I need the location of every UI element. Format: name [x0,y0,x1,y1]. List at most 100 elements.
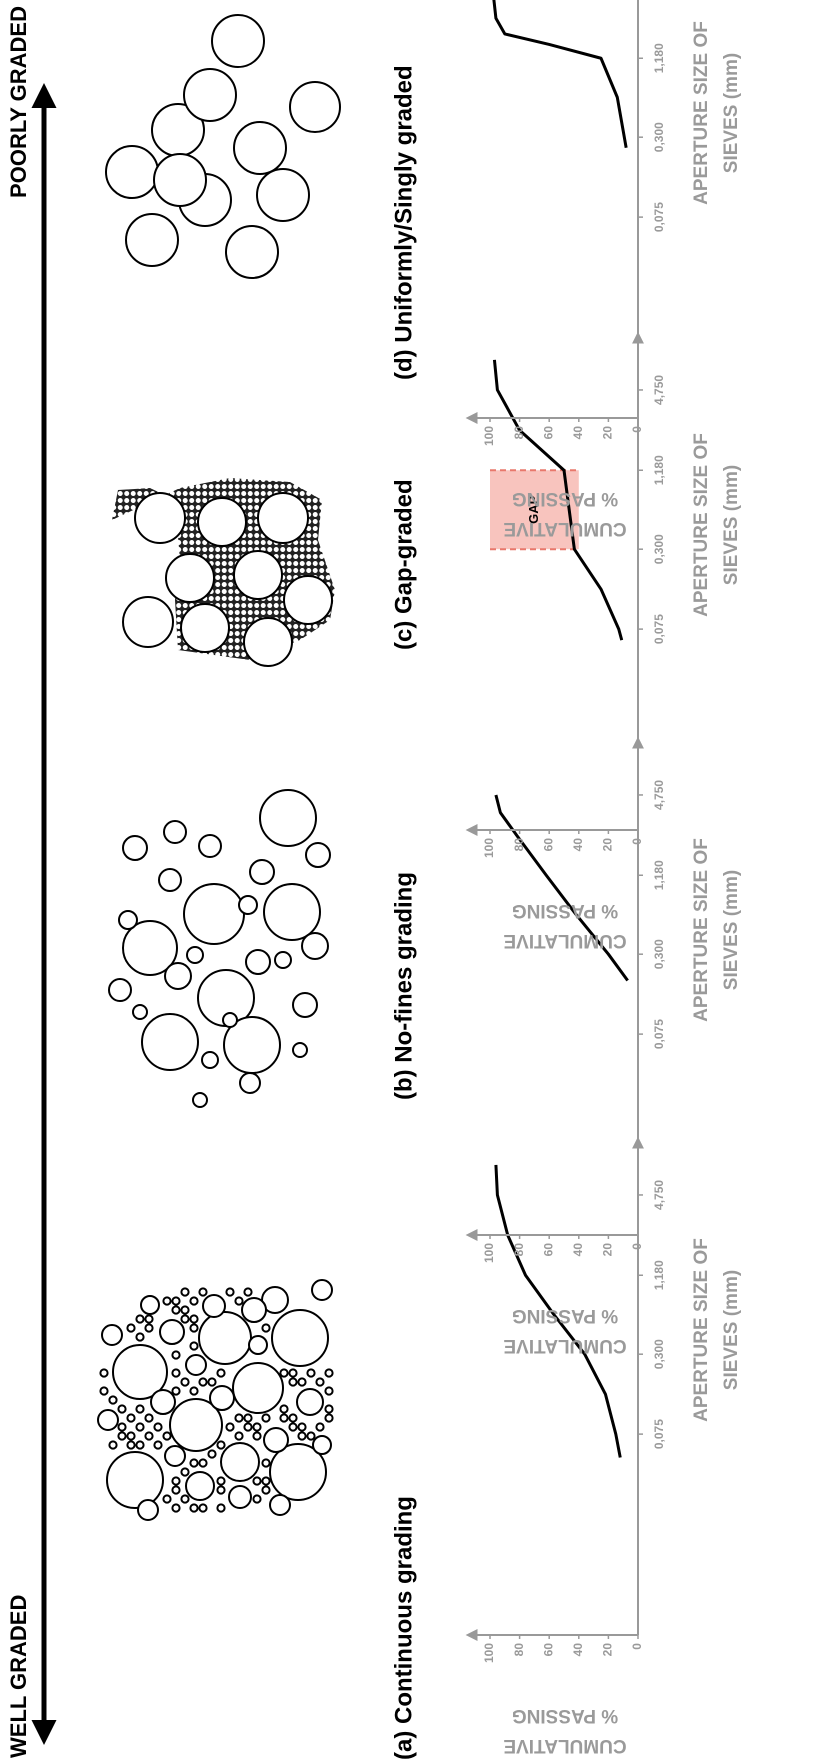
y-tick-label: 60 [541,1643,555,1657]
y-axis-title: % PASSING [512,900,618,921]
small-particle [324,1404,334,1414]
particle [233,121,287,175]
small-particle [135,1314,145,1324]
particle [186,946,204,964]
small-particle [162,1494,172,1504]
y-tick-label: 60 [541,1243,555,1257]
small-particle [171,1350,181,1360]
x-axis-title: SIEVES (mm) [721,1270,742,1390]
y-tick-label: 20 [601,1643,615,1657]
small-particle [252,1494,262,1504]
small-particle [207,1449,217,1459]
gap-label: GAP [526,495,541,524]
y-tick-label: 100 [482,1243,496,1263]
particle [153,153,207,207]
particle [150,1389,176,1415]
small-particle [189,1296,199,1306]
particle [283,575,333,625]
particle [312,1435,332,1455]
small-particle [324,1386,334,1396]
x-tick-label: 1,180 [652,860,666,890]
particle [245,949,271,975]
small-particle [216,1368,226,1378]
small-particle [162,1296,172,1306]
small-particle [144,1431,154,1441]
small-particle [288,1422,298,1432]
particle [249,859,275,885]
particle [137,1499,159,1521]
small-particle [99,1386,109,1396]
y-tick-label: 80 [512,838,526,852]
small-particle [171,1368,181,1378]
small-particle [180,1305,190,1315]
particle [101,1324,123,1346]
particle [105,145,159,199]
particle [305,842,331,868]
small-particle [279,1404,289,1414]
y-tick-label: 100 [482,426,496,446]
small-particle [108,1440,118,1450]
particle [256,168,310,222]
particle [263,883,321,941]
small-particle [126,1440,136,1450]
x-axis-title: SIEVES (mm) [721,465,742,585]
x-tick-label: 0,075 [652,1019,666,1049]
particle [292,992,318,1018]
x-axis-title: SIEVES (mm) [721,870,742,990]
well-graded-label: WELL GRADED [6,1595,31,1758]
small-particle [171,1296,181,1306]
small-particle [171,1476,181,1486]
particle [197,497,247,547]
small-particle [198,1287,208,1297]
small-particle [135,1332,145,1342]
small-particle [171,1386,181,1396]
y-tick-label: 60 [541,838,555,852]
small-particle [234,1431,244,1441]
particle [243,617,293,667]
x-tick-label: 0,300 [652,939,666,969]
particle [106,1451,164,1509]
small-particle [216,1476,226,1486]
x-axis-title: APERTURE SIZE OF [691,21,712,205]
particle [198,834,222,858]
small-particle [135,1422,145,1432]
small-particle [180,1467,190,1477]
panel-caption: (c) Gap-graded [390,479,417,650]
x-tick-label: 0,075 [652,614,666,644]
small-particle [108,1395,118,1405]
y-tick-label: 80 [512,1643,526,1657]
small-particle [117,1422,127,1432]
particle [165,553,215,603]
particle [169,1398,223,1452]
small-particle [171,1305,181,1315]
y-tick-label: 20 [601,1243,615,1257]
small-particle [117,1431,127,1441]
small-particle [216,1440,226,1450]
x-tick-label: 0,300 [652,534,666,564]
particle [202,1294,226,1318]
small-particle [297,1377,307,1387]
small-particle [189,1314,199,1324]
small-particle [306,1431,316,1441]
small-particle [153,1440,163,1450]
small-particle [288,1377,298,1387]
particles-a [97,1279,334,1521]
particle [241,1297,267,1323]
small-particle [288,1413,298,1423]
y-axis-title: CUMULATIVE [503,930,626,951]
x-tick-label: 1,180 [652,43,666,73]
small-particle [225,1422,235,1432]
small-particle [225,1287,235,1297]
x-axis-title: APERTURE SIZE OF [691,1238,712,1422]
y-tick-label: 80 [512,426,526,440]
x-tick-label: 0,300 [652,1339,666,1369]
small-particle [144,1413,154,1423]
particle [118,910,138,930]
particle [296,1388,324,1416]
small-particle [261,1485,271,1495]
small-particle [189,1341,199,1351]
particle [141,1013,199,1071]
particle [292,1042,308,1058]
small-particle [198,1458,208,1468]
